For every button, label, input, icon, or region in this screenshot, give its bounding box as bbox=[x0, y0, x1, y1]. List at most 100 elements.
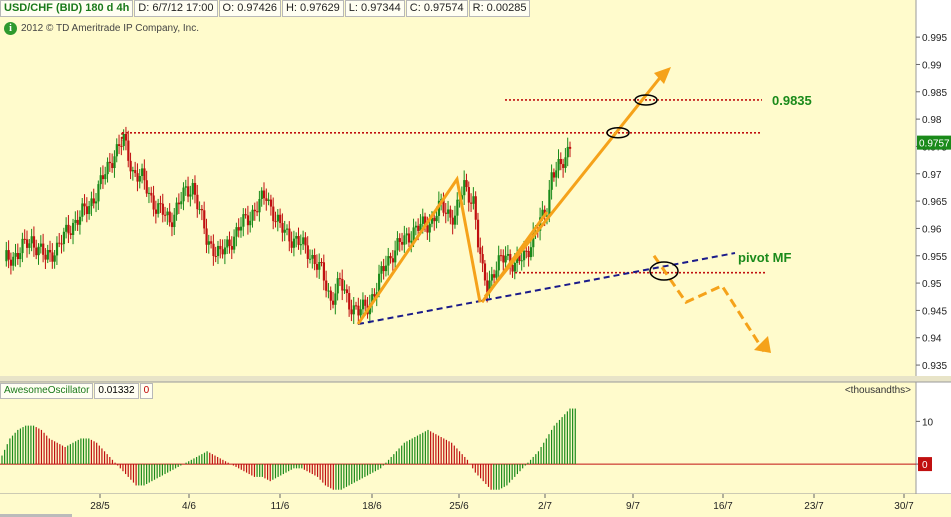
candle-body bbox=[463, 180, 466, 196]
candle-body bbox=[210, 241, 213, 244]
price-tick-label: 0.98 bbox=[922, 115, 942, 126]
date-axis: 28/5 4/6 11/6 18/6 25/6 2/7 9/7 16/7 23/7 30/7 bbox=[0, 494, 914, 517]
candle-body bbox=[65, 224, 68, 232]
candle-body bbox=[403, 235, 406, 245]
candle-body bbox=[76, 219, 79, 225]
horizontal-scrollbar bbox=[0, 514, 72, 517]
candle-body bbox=[207, 241, 210, 245]
candle-body bbox=[230, 246, 233, 250]
candle-body bbox=[424, 216, 427, 226]
candle-body bbox=[265, 198, 268, 201]
candle-body bbox=[198, 209, 201, 211]
candle-body bbox=[83, 203, 86, 207]
candle-body bbox=[180, 201, 183, 205]
candle-body bbox=[315, 264, 319, 270]
candle-body bbox=[527, 251, 530, 258]
candle-body bbox=[325, 280, 328, 291]
candle-body bbox=[506, 253, 510, 256]
price-tick-label: 0.965 bbox=[922, 197, 947, 208]
candle-body bbox=[191, 182, 194, 195]
wave-lines bbox=[356, 175, 482, 325]
candle-body bbox=[426, 225, 429, 233]
candle-body bbox=[21, 238, 24, 254]
candle-body bbox=[7, 250, 10, 260]
candle-body bbox=[281, 223, 284, 233]
candle-body bbox=[258, 199, 261, 213]
candle-body bbox=[184, 186, 187, 188]
price-tick-label: 0.985 bbox=[922, 88, 947, 99]
date-tick-label: 18/6 bbox=[362, 501, 382, 512]
projection-line bbox=[483, 71, 666, 298]
candle-body bbox=[465, 180, 468, 188]
candle-body bbox=[552, 172, 556, 178]
candle-body bbox=[187, 186, 190, 197]
candle-body bbox=[320, 262, 323, 264]
price-tick-label: 0.94 bbox=[922, 334, 942, 345]
candle-body bbox=[557, 158, 560, 171]
candle-body bbox=[228, 239, 231, 247]
candle-body bbox=[297, 236, 300, 245]
candle-body bbox=[49, 249, 52, 253]
candle-body bbox=[124, 133, 128, 141]
candle-body bbox=[200, 209, 204, 211]
candle-body bbox=[51, 252, 54, 262]
candle-body bbox=[373, 294, 376, 297]
quote-header: USD/CHF (BID) 180 d 4h D: 6/7/12 17:00 O… bbox=[0, 0, 531, 17]
candle-body bbox=[193, 182, 197, 195]
candle-body bbox=[35, 247, 38, 256]
candle-body bbox=[150, 192, 153, 196]
price-tick-label: 0.97 bbox=[922, 170, 942, 181]
candle-body bbox=[529, 247, 533, 258]
candle-body bbox=[239, 226, 243, 231]
candle-body bbox=[304, 237, 307, 246]
candles bbox=[5, 126, 572, 325]
candle-body bbox=[42, 243, 45, 255]
arrow-head-up bbox=[654, 67, 671, 84]
price-axis: 0.9950.990.9850.980.9750.970.9650.960.95… bbox=[916, 33, 951, 372]
candle-body bbox=[545, 215, 549, 217]
candle-body bbox=[412, 227, 415, 241]
copyright-notice: i 2012 © TD Ameritrade IP Company, Inc. bbox=[4, 22, 199, 35]
xaxis-background bbox=[0, 494, 951, 517]
candle-body bbox=[313, 254, 316, 265]
candle-body bbox=[138, 176, 141, 182]
candle-body bbox=[88, 206, 91, 215]
info-icon[interactable]: i bbox=[4, 22, 17, 35]
candle-body bbox=[189, 194, 192, 197]
candle-body bbox=[111, 163, 114, 169]
candle-body bbox=[490, 274, 493, 281]
candle-body bbox=[357, 305, 360, 316]
candle-body bbox=[407, 233, 411, 243]
candle-body bbox=[338, 278, 342, 280]
candle-body bbox=[67, 224, 70, 234]
candle-body bbox=[286, 228, 289, 230]
candle-body bbox=[334, 293, 337, 305]
candle-body bbox=[292, 238, 296, 248]
candle-body bbox=[302, 237, 305, 245]
candle-body bbox=[290, 241, 293, 248]
candle-body bbox=[127, 140, 130, 161]
candle-body bbox=[389, 256, 392, 259]
candle-body bbox=[154, 209, 158, 214]
candle-body bbox=[122, 133, 125, 147]
candle-body bbox=[256, 211, 259, 213]
candle-body bbox=[295, 236, 298, 239]
candle-body bbox=[30, 236, 33, 244]
pivot-ellipse bbox=[649, 261, 679, 281]
candle-body bbox=[435, 215, 438, 222]
oscillator-panel: 10 0 bbox=[0, 408, 934, 490]
indicator-name[interactable]: AwesomeOscillator bbox=[0, 383, 94, 399]
candle-body bbox=[159, 203, 162, 205]
candle-body bbox=[336, 278, 339, 294]
target-level-label: 0.9835 bbox=[772, 93, 812, 108]
candle-body bbox=[322, 262, 326, 281]
high-field: H: 0.97629 bbox=[281, 0, 344, 17]
candle-body bbox=[141, 168, 144, 177]
candle-body bbox=[483, 263, 487, 281]
oscillator-tick-label: 10 bbox=[922, 417, 934, 428]
candle-body bbox=[391, 258, 395, 263]
candle-body bbox=[136, 173, 139, 182]
symbol-label[interactable]: USD/CHF (BID) 180 d 4h bbox=[0, 0, 134, 17]
candle-body bbox=[5, 250, 8, 262]
